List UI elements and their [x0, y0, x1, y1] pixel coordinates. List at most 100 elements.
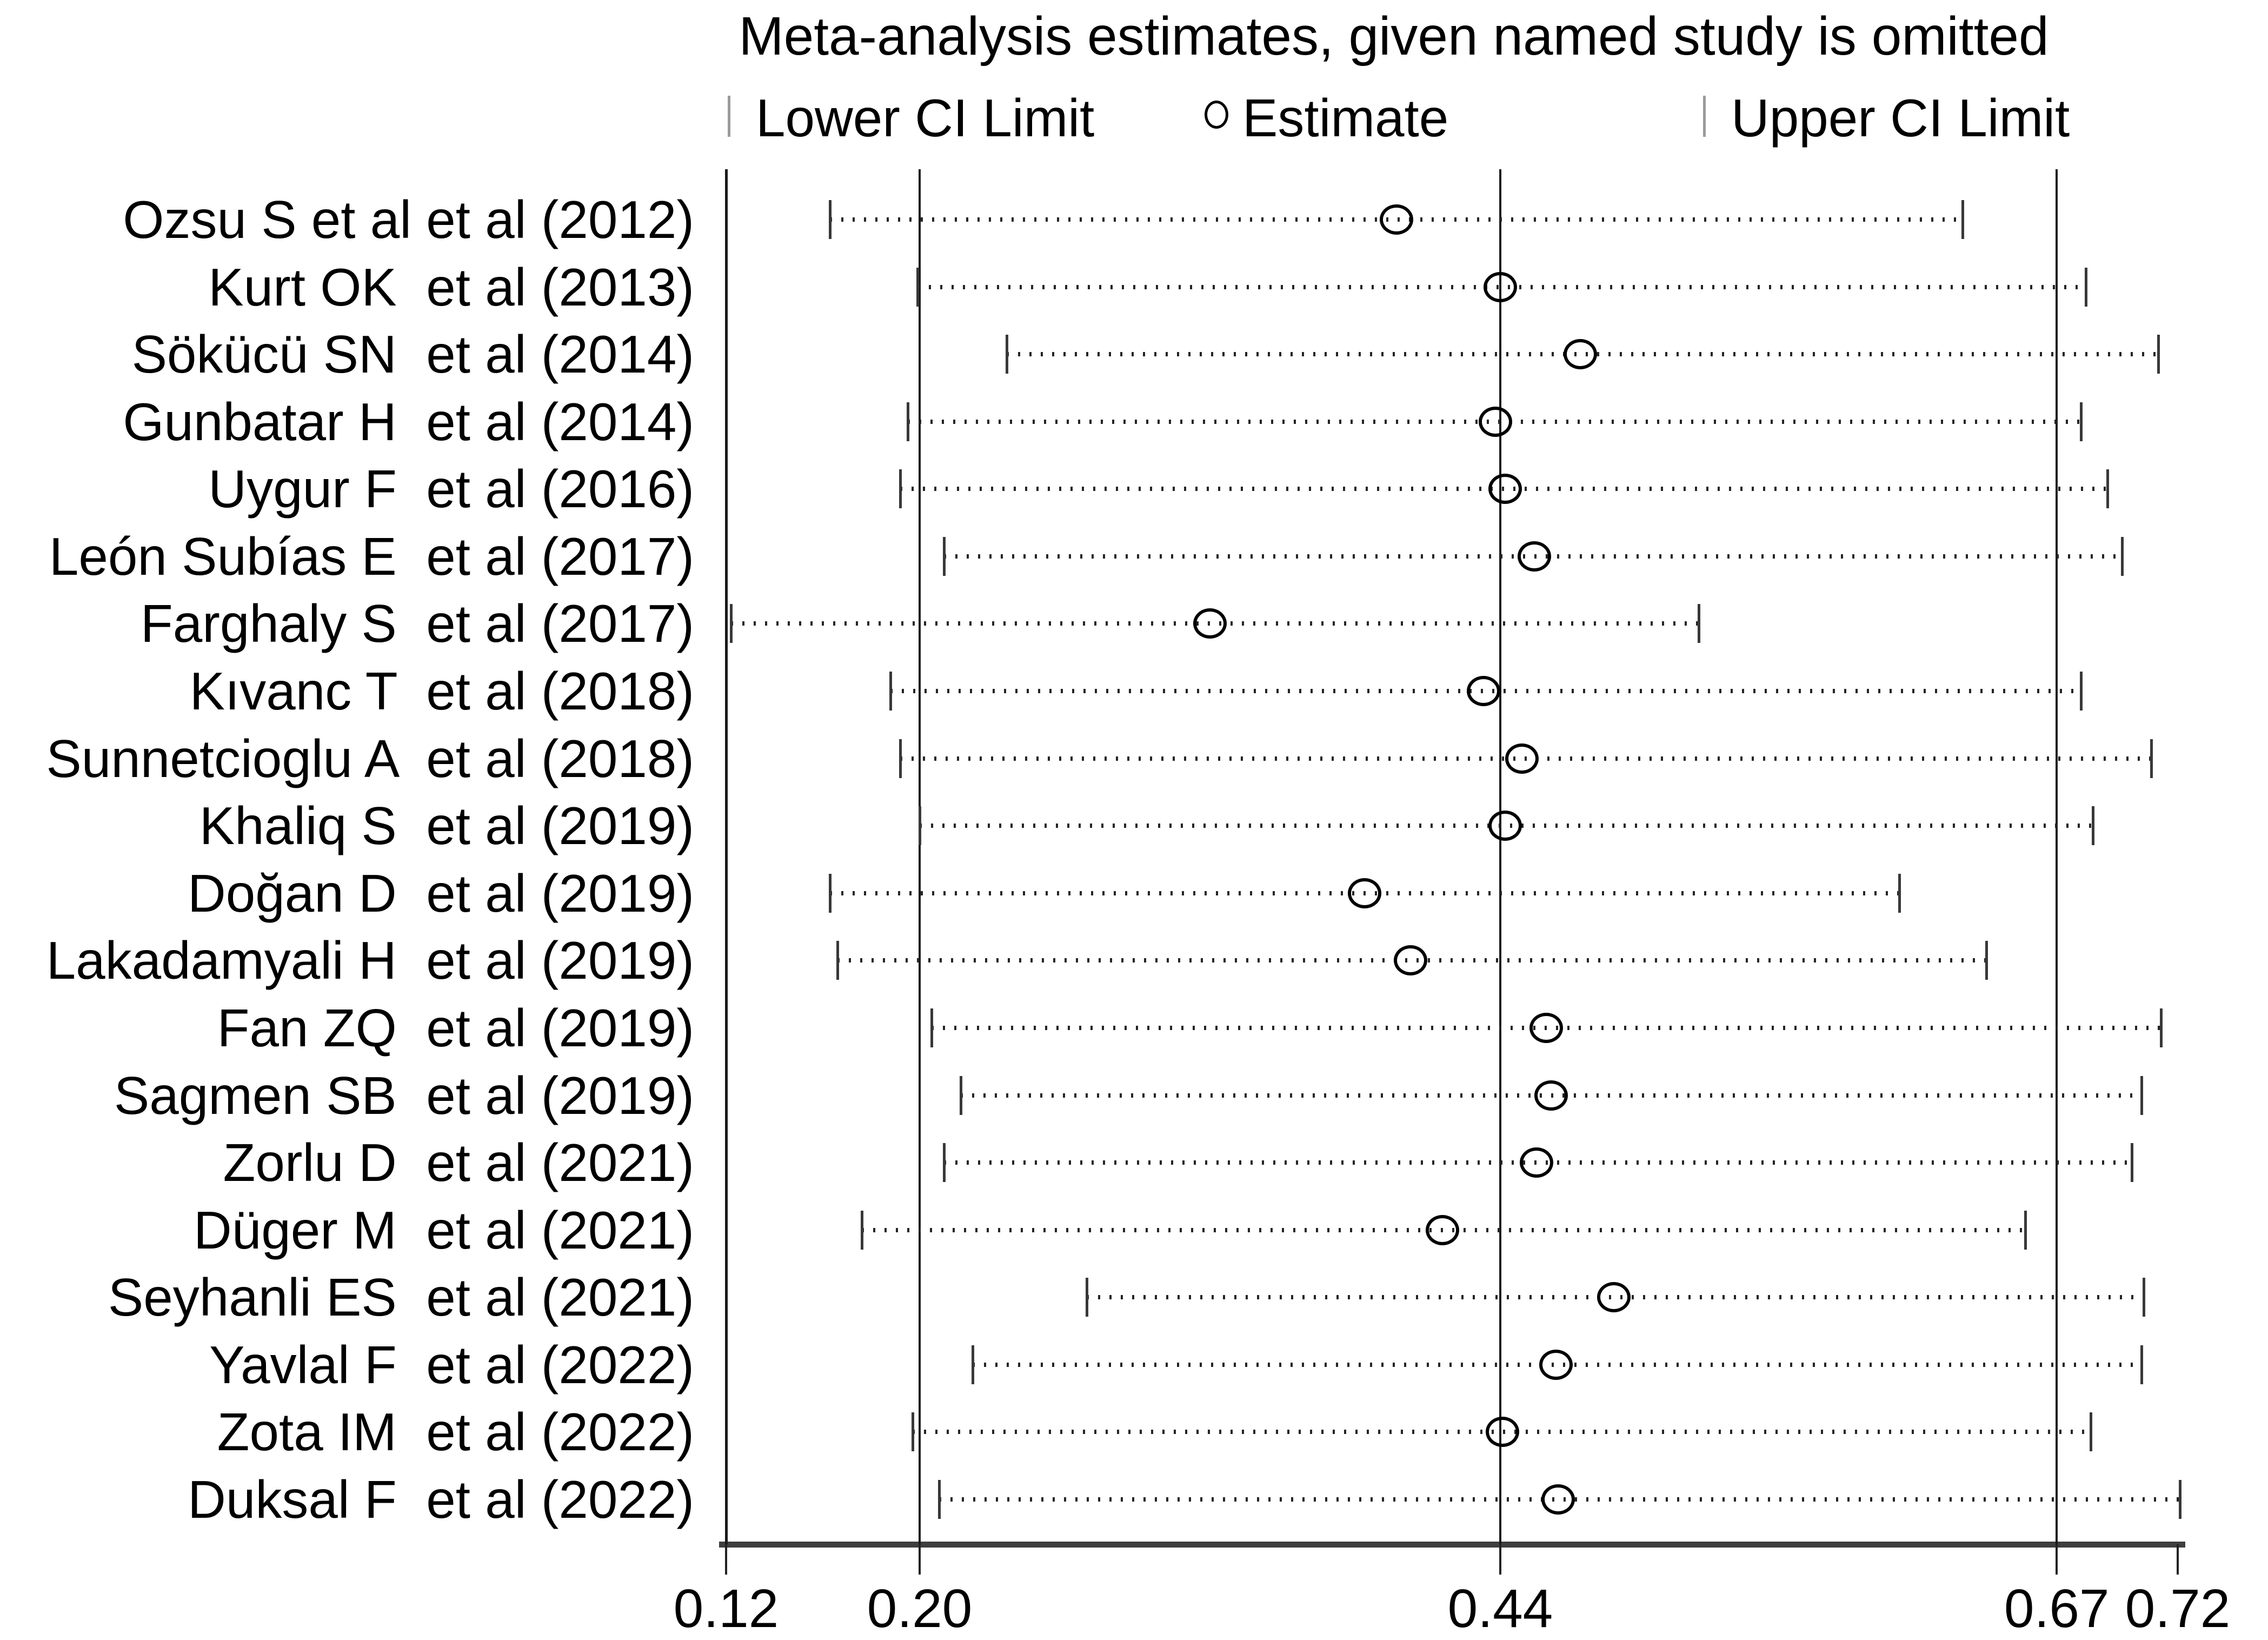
- upper-ci-tick: [2092, 806, 2095, 846]
- study-label: Seyhanli ES et al (2021): [108, 1267, 694, 1327]
- lower-ci-tick: [906, 402, 909, 441]
- estimate-marker: [1597, 1282, 1631, 1313]
- lower-ci-tick: [972, 1345, 975, 1384]
- lower-ci-tick: [916, 267, 919, 307]
- lower-ci-tick: [942, 536, 946, 576]
- study-label: Sunnetcioglu A et al (2018): [46, 728, 694, 788]
- upper-ci-tick: [2140, 1345, 2143, 1384]
- lower-ci-tick: [836, 941, 839, 980]
- lower-ci-tick: [889, 672, 893, 711]
- legend-estimate-label: Estimate: [1242, 88, 1449, 148]
- study-label: Düger M et al (2021): [194, 1200, 694, 1260]
- study-label: Sökücü SN et al (2014): [131, 324, 694, 384]
- x-axis-tick: [2177, 1544, 2179, 1575]
- upper-ci-tick: [2130, 1143, 2133, 1183]
- upper-ci-tick: [2143, 1278, 2146, 1317]
- upper-ci-tick: [1961, 200, 1964, 239]
- estimate-marker: [1193, 608, 1227, 639]
- upper-ci-tick: [2157, 335, 2160, 374]
- x-axis-tick: [2056, 1544, 2058, 1575]
- x-axis-tick-label: 0.67: [2004, 1578, 2110, 1639]
- upper-ci-tick: [2084, 267, 2087, 307]
- study-label: Zota IM et al (2022): [217, 1402, 694, 1462]
- estimate-marker: [1541, 1484, 1575, 1515]
- pooled-reference-line: [919, 169, 921, 1544]
- study-label: Lakadamyali H et al (2019): [46, 931, 694, 991]
- chart-title: Meta-analysis estimates, given named stu…: [739, 6, 2049, 67]
- study-label: Duksal F et al (2022): [188, 1470, 694, 1530]
- study-label: Farghaly S et al (2017): [140, 594, 694, 654]
- estimate-marker: [1563, 339, 1597, 370]
- estimate-marker: [1479, 406, 1513, 437]
- study-label: Sagmen SB et al (2019): [114, 1065, 694, 1125]
- x-axis-tick-label: 0.20: [867, 1578, 973, 1639]
- estimate-marker: [1488, 811, 1522, 841]
- x-axis-tick-label: 0.12: [673, 1578, 779, 1639]
- estimate-marker: [1505, 743, 1539, 774]
- upper-ci-tick: [2150, 739, 2153, 778]
- estimate-marker: [1534, 1080, 1568, 1111]
- estimate-marker: [1484, 271, 1517, 302]
- lower-ci-tick: [829, 200, 832, 239]
- estimate-marker: [1529, 1012, 1564, 1043]
- x-axis-tick: [1499, 1544, 1501, 1575]
- pooled-reference-line: [2056, 169, 2058, 1544]
- lower-ci-tick: [919, 806, 921, 846]
- study-label: Fan ZQ et al (2019): [217, 998, 694, 1058]
- lower-ci-tick: [899, 739, 902, 778]
- lower-ci-tick: [829, 873, 832, 913]
- estimate-marker: [1394, 945, 1428, 976]
- upper-ci-tick-icon: [1703, 96, 1706, 137]
- estimate-circle-icon: [1205, 101, 1228, 129]
- x-axis-tick: [919, 1544, 921, 1575]
- upper-ci-tick: [2121, 536, 2124, 576]
- estimate-marker: [1517, 541, 1551, 572]
- estimate-marker: [1486, 1417, 1520, 1448]
- upper-ci-tick: [2024, 1210, 2027, 1250]
- lower-ci-tick: [942, 1143, 946, 1183]
- lower-ci-tick-icon: [728, 96, 730, 137]
- upper-ci-tick: [1697, 604, 1700, 643]
- plot-left-border: [725, 169, 728, 1544]
- study-label: Yavlal F et al (2022): [209, 1334, 694, 1395]
- estimate-marker: [1348, 878, 1382, 908]
- upper-ci-tick: [2159, 1008, 2163, 1047]
- x-axis-tick-label: 0.44: [1447, 1578, 1553, 1639]
- estimate-marker: [1466, 676, 1500, 707]
- upper-ci-tick: [2080, 672, 2083, 711]
- study-label: Ozsu S et al et al (2012): [123, 190, 694, 249]
- upper-ci-tick: [2106, 469, 2110, 509]
- lower-ci-tick: [899, 469, 902, 509]
- upper-ci-tick: [1898, 873, 1901, 913]
- lower-ci-tick: [1085, 1278, 1088, 1317]
- x-axis-tick: [725, 1544, 727, 1575]
- upper-ci-tick: [1985, 941, 1988, 980]
- x-axis-tick-label: 0.72: [2125, 1578, 2231, 1639]
- lower-ci-tick: [911, 1412, 914, 1452]
- estimate-marker: [1379, 204, 1413, 235]
- study-label: Gunbatar H et al (2014): [123, 391, 694, 452]
- lower-ci-tick: [960, 1075, 963, 1115]
- upper-ci-tick: [2089, 1412, 2092, 1452]
- study-label: Khaliq S et al (2019): [199, 796, 694, 856]
- lower-ci-tick: [1006, 335, 1009, 374]
- study-label: Kıvanc T et al (2018): [189, 661, 694, 721]
- lower-ci-tick: [860, 1210, 863, 1250]
- study-label: Doğan D et al (2019): [188, 863, 694, 923]
- estimate-marker: [1425, 1214, 1459, 1245]
- study-label: Uygur F et al (2016): [208, 459, 694, 519]
- lower-ci-tick: [937, 1480, 941, 1519]
- estimate-marker: [1488, 474, 1522, 504]
- legend-lower-label: Lower CI Limit: [756, 88, 1095, 148]
- study-label: Zorlu D et al (2021): [223, 1133, 694, 1193]
- upper-ci-tick: [2179, 1480, 2182, 1519]
- estimate-marker: [1539, 1349, 1573, 1380]
- study-label: León Subías E et al (2017): [49, 526, 694, 586]
- pooled-reference-line: [1499, 169, 1501, 1544]
- upper-ci-tick: [2140, 1075, 2143, 1115]
- x-axis-line: [719, 1542, 2185, 1548]
- lower-ci-tick: [930, 1008, 934, 1047]
- estimate-marker: [1520, 1147, 1554, 1178]
- lower-ci-tick: [729, 604, 733, 643]
